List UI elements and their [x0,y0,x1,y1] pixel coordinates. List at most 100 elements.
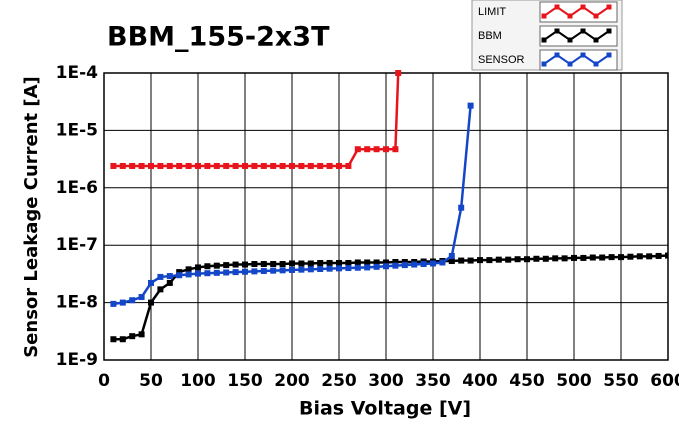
legend-marker [554,4,560,10]
legend-marker [541,37,547,43]
legend-marker [567,13,573,19]
marker [176,162,183,169]
marker [176,269,183,276]
marker [345,162,352,169]
marker [354,264,361,271]
marker [251,261,258,268]
marker [148,299,154,306]
y-tick-label: 1E-4 [56,63,98,83]
marker [392,262,399,269]
x-tick-label: 250 [321,371,357,391]
legend-marker [580,4,586,10]
marker [204,270,211,277]
marker [665,252,668,259]
marker [495,256,502,263]
marker [148,162,154,169]
marker [289,260,295,267]
marker [336,259,342,266]
marker [383,259,389,266]
marker [364,146,371,153]
legend-swatch-box [539,25,618,47]
marker [524,256,530,263]
marker [157,273,164,280]
legend-marker [580,52,586,58]
y-tick-label: 1E-5 [56,120,98,140]
marker [317,259,324,266]
marker [166,279,173,286]
marker [514,256,521,263]
marker [486,257,493,264]
plot-frame [103,72,669,361]
marker [345,259,352,266]
legend-marker [541,13,547,19]
marker [251,162,258,169]
marker [185,266,192,273]
marker [307,260,314,267]
y-tick-label: 1E-6 [56,178,98,198]
marker [185,271,192,278]
marker [251,268,258,275]
y-tick-label: 1E-9 [56,350,98,370]
marker [129,162,136,169]
marker [148,279,154,286]
x-tick-label: 450 [509,371,545,391]
legend-label: LIMIT [478,6,506,18]
marker [260,261,267,268]
legend-label: BBM [478,30,502,42]
marker [561,255,568,262]
x-axis-label: Bias Voltage [V] [299,398,471,420]
marker [354,146,361,153]
marker [458,257,465,264]
legend-swatch-box [539,49,618,71]
marker [110,162,117,169]
marker [270,261,277,268]
marker [317,162,324,169]
marker [279,162,286,169]
marker [646,253,653,260]
marker [317,265,324,272]
marker [195,264,201,271]
legend-marker [567,37,573,43]
marker [279,267,286,274]
legend-marker [593,61,599,67]
marker [392,258,399,265]
marker [364,264,371,271]
marker [110,336,117,343]
legend-marker [606,52,612,58]
chart-title: BBM_155-2x3T [107,22,330,53]
marker [636,253,643,260]
marker [119,336,126,343]
x-tick-label: 600 [650,371,679,391]
marker [373,263,380,270]
marker [242,268,248,275]
legend-marker [593,37,599,43]
marker [213,269,220,276]
x-tick-label: 400 [462,371,498,391]
marker [373,146,380,153]
marker [307,266,314,273]
marker [589,254,596,261]
x-tick-label: 500 [556,371,592,391]
marker [289,162,295,169]
y-tick-label: 1E-7 [56,235,98,255]
marker [467,102,474,109]
marker [129,333,136,340]
marker [298,266,305,273]
marker [448,252,455,259]
marker [270,162,277,169]
legend-marker [541,61,547,67]
marker [326,265,333,272]
marker [580,254,587,261]
marker [467,257,474,264]
marker [119,162,126,169]
marker [618,254,624,261]
marker [383,146,389,153]
marker [420,261,427,268]
marker [298,260,305,267]
marker [204,162,211,169]
legend-label: SENSOR [478,54,525,66]
marker [599,254,606,261]
marker [326,162,333,169]
